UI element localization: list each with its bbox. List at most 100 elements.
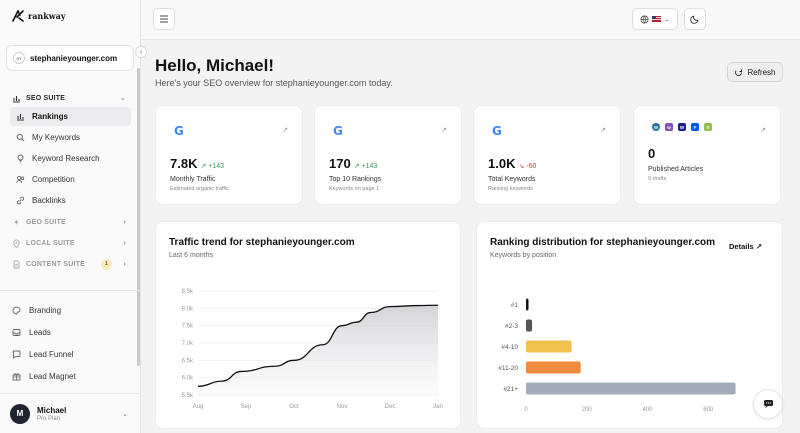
site-selector[interactable]: SY stephanieyounger.com	[6, 45, 134, 71]
stat-sub: Keywords on page 1	[329, 186, 380, 192]
stat-delta: ↘ -60	[518, 163, 537, 170]
brand-logo[interactable]: rankway	[12, 10, 65, 22]
bulb-icon	[16, 154, 25, 163]
traffic-area	[198, 305, 438, 395]
y-tick-label: 8.0k	[182, 306, 194, 312]
cms-icons: W w W F S	[652, 123, 712, 131]
nav-section-seo-suite[interactable]: SEO SUITE ⌄	[6, 91, 132, 105]
stat-card-top10-rankings[interactable]: G ↗ 170 ↗ +143 Top 10 Rankings Keywords o…	[314, 105, 462, 205]
bar-category-label: #11-20	[498, 365, 518, 372]
nav-section-label: CONTENT SUITE	[26, 260, 85, 268]
traffic-chart: 5.5k 6.0k 6.5k 7.0k 7.5k 8.0k 8.5k Aug Sep Oct Nov…	[182, 289, 443, 410]
sidebar-collapse-button[interactable]: ‹	[135, 46, 147, 58]
traffic-line	[197, 304, 439, 387]
stat-card-total-keywords[interactable]: G ↗ 1.0K ↘ -60 Total Keywords Ranking key…	[473, 105, 621, 205]
google-icon: G	[492, 124, 502, 138]
stat-delta: ↗ +143	[353, 163, 378, 170]
stat-value: 1.0K ↘ -60	[488, 156, 537, 171]
user-menu[interactable]: M Michael Pro Plan ⌄	[0, 393, 140, 433]
shopify-icon: S	[704, 123, 712, 131]
stat-sub: 0 drafts	[648, 176, 667, 182]
chevron-down-icon: ⌄	[664, 16, 670, 23]
x-tick-label: Oct	[289, 404, 299, 410]
sidebar-item-branding[interactable]: Branding	[6, 301, 132, 320]
x-tick-label: 600	[703, 407, 714, 413]
chat-icon	[763, 400, 773, 408]
chevron-left-icon: ‹	[139, 48, 143, 56]
bar-category-label: #1	[511, 302, 519, 309]
sidebar-item-competition[interactable]: Competition	[10, 170, 131, 189]
link-icon	[16, 196, 25, 205]
stat-value: 0	[648, 146, 656, 161]
nav-section-local-suite[interactable]: LOCAL SUITE ›	[6, 236, 132, 250]
menu-button[interactable]	[153, 8, 175, 30]
ranking-chart: #1 #2-3 #4-10 #11-20 #21+ 0 200 400 600	[498, 298, 736, 413]
sidebar-item-leads[interactable]: Leads	[6, 323, 132, 342]
user-info: Michael Pro Plan	[37, 406, 66, 422]
sidebar-item-label: Competition	[32, 175, 75, 184]
site-favicon: SY	[13, 52, 25, 64]
chevron-right-icon: ›	[123, 260, 126, 268]
details-link[interactable]: Details ↗	[729, 242, 762, 251]
user-plan: Pro Plan	[37, 415, 61, 422]
stat-card-monthly-traffic[interactable]: G ↗ 7.8K ↗ +143 Monthly Traffic Estimated…	[155, 105, 303, 205]
sidebar-item-label: Lead Funnel	[29, 350, 74, 359]
sidebar-item-rankings[interactable]: Rankings	[10, 107, 131, 126]
nav-section-content-suite[interactable]: CONTENT SUITE 1 ›	[6, 257, 132, 271]
sidebar-item-lead-magnet[interactable]: Lead Magnet	[6, 367, 132, 386]
stat-card-published-articles[interactable]: W w W F S ↗ 0 Published Articles 0 draft…	[633, 105, 781, 205]
x-tick-label: Sep	[241, 404, 252, 410]
arrow-up-right-icon: ↗	[600, 127, 606, 134]
sidebar-item-label: Rankings	[32, 112, 69, 121]
palette-icon	[12, 306, 21, 315]
y-tick-label: 6.0k	[182, 376, 194, 382]
chevron-down-icon: ⌄	[122, 410, 128, 418]
nav-section-geo-suite[interactable]: ✦ GEO SUITE ›	[6, 215, 132, 229]
ranking-bar	[526, 361, 581, 374]
x-tick-label: Aug	[193, 404, 204, 410]
nav-section-label: LOCAL SUITE	[26, 239, 75, 247]
stat-label: Top 10 Rankings	[329, 176, 382, 183]
content-suite-badge: 1	[101, 258, 112, 270]
site-name: stephanieyounger.com	[30, 53, 118, 63]
chevron-right-icon: ›	[123, 239, 126, 247]
framer-icon: F	[691, 123, 699, 131]
refresh-button[interactable]: Refresh	[727, 62, 783, 82]
stat-delta: ↗ +143	[200, 163, 225, 170]
sidebar-item-label: Branding	[29, 306, 62, 315]
x-tick-label: 200	[582, 407, 593, 413]
moon-icon	[690, 15, 699, 24]
x-tick-label: Nov	[337, 404, 348, 410]
panel-subtitle: Last 6 months	[169, 252, 213, 259]
sparkle-icon: ✦	[13, 217, 20, 227]
y-tick-label: 7.0k	[182, 341, 194, 347]
x-tick-label: 400	[642, 407, 653, 413]
search-icon	[16, 133, 25, 142]
language-selector[interactable]: ⌄	[632, 8, 678, 30]
sidebar-divider	[0, 290, 140, 291]
sidebar-scrollbar[interactable]	[137, 68, 140, 366]
ranking-bar	[526, 340, 572, 353]
sidebar-item-backlinks[interactable]: Backlinks	[10, 191, 131, 210]
panel-title: Traffic trend for stephanieyounger.com	[169, 237, 355, 248]
sidebar-item-lead-funnel[interactable]: Lead Funnel	[6, 345, 132, 364]
stat-label: Monthly Traffic	[170, 176, 216, 183]
stat-value: 170 ↗ +143	[329, 156, 378, 171]
ranking-distribution-panel: Ranking distribution for stephanieyounge…	[476, 221, 783, 429]
stat-label: Published Articles	[648, 166, 704, 173]
ranking-bar	[526, 319, 533, 332]
panel-subtitle: Keywords by position	[490, 252, 557, 259]
gift-icon	[12, 372, 21, 381]
flag-icon	[652, 16, 662, 22]
globe-icon	[640, 15, 649, 23]
arrow-up-right-icon: ↗	[282, 127, 288, 134]
chat-widget-button[interactable]	[753, 389, 783, 419]
page-title: Hello, Michael!	[155, 56, 275, 75]
stat-sub: Ranking keywords	[488, 186, 533, 192]
refresh-label: Refresh	[747, 67, 776, 77]
sidebar-item-my-keywords[interactable]: My Keywords	[10, 128, 131, 147]
theme-toggle-button[interactable]	[684, 8, 706, 30]
sidebar-item-keyword-research[interactable]: Keyword Research	[10, 149, 131, 168]
google-icon: G	[333, 124, 343, 138]
page-subtitle: Here's your SEO overview for stephanieyo…	[155, 78, 393, 88]
